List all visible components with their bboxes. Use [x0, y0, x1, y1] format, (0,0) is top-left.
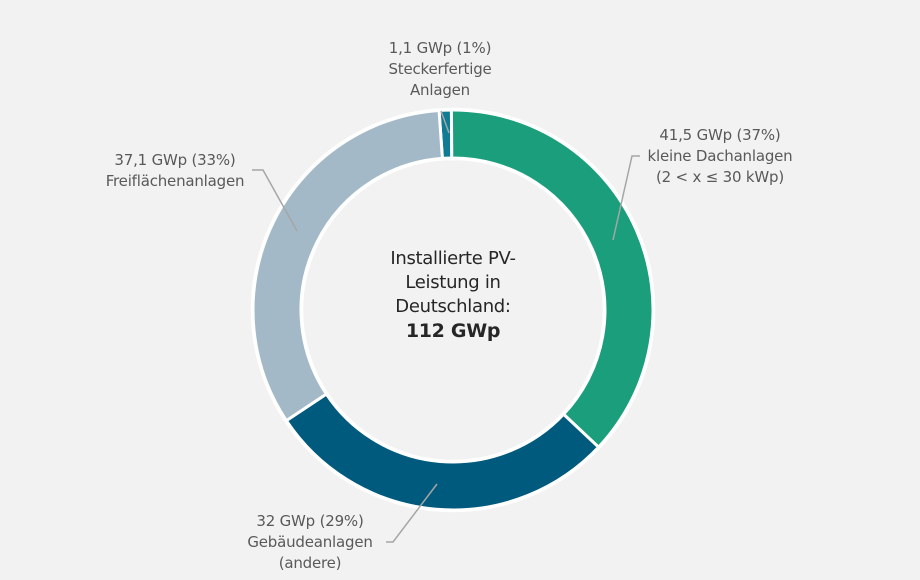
ring-rim [250, 107, 656, 513]
label-gebaeude-name2: (andere) [278, 554, 342, 572]
leader-line-gebaeude [386, 483, 438, 543]
leader-line-klein [612, 155, 640, 241]
label-frei-name: Freiflächenanlagen [105, 172, 245, 190]
label-klein-name1: kleine Dachanlagen [647, 147, 793, 165]
label-freiflaechenanlagen: 37,1 GWp (33%) Freiflächenanlagen [95, 150, 255, 192]
leader-line-frei [252, 169, 298, 232]
label-klein-value: 41,5 GWp (37%) [659, 126, 781, 144]
center-line-3: Deutschland: [395, 296, 511, 317]
ring-rim [301, 158, 605, 462]
label-gebaeudeanlagen: 32 GWp (29%) Gebäudeanlagen (andere) [240, 511, 380, 574]
center-text: Installierte PV- Leistung in Deutschland… [353, 247, 553, 343]
label-steckerfertige-name2: Anlagen [410, 81, 470, 99]
leader-lines [252, 110, 640, 543]
label-klein-name2: (2 < x ≤ 30 kWp) [655, 168, 785, 186]
label-kleine-dachanlagen: 41,5 GWp (37%) kleine Dachanlagen (2 < x… [640, 125, 800, 188]
segment-gebaeudeanlagen [284, 391, 601, 512]
label-steckerfertige-value: 1,1 GWp (1%) [388, 39, 492, 57]
center-line-2: Leistung in [405, 272, 501, 293]
center-total: 112 GWp [405, 320, 501, 342]
center-line-1: Installierte PV- [390, 248, 516, 269]
segment-kleine-dachanlagen [449, 108, 655, 450]
label-gebaeude-value: 32 GWp (29%) [256, 512, 364, 530]
label-gebaeude-name1: Gebäudeanlagen [247, 533, 373, 551]
label-steckerfertige-name1: Steckerfertige [388, 60, 492, 78]
label-steckerfertige: 1,1 GWp (1%) Steckerfertige Anlagen [375, 38, 505, 101]
label-frei-value: 37,1 GWp (33%) [114, 151, 236, 169]
segment-freiflaechenanlagen [251, 108, 444, 423]
leader-line-stecker [440, 110, 450, 134]
donut-segments [250, 107, 656, 513]
